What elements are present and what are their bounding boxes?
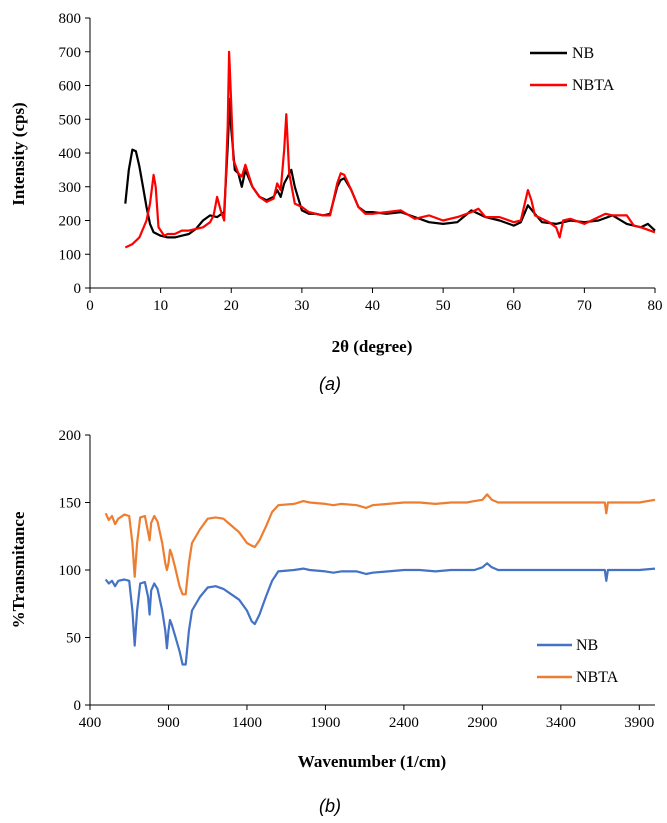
ftir-x-tick-label: 2400: [389, 715, 419, 731]
xrd-axes: 0 100 200 300 400 500 600 700 800 0 10 20 30 40 50 60 70…: [59, 11, 663, 314]
xrd-y-axis-title: Intensity (cps): [9, 102, 28, 205]
ftir-legend: NB NBTA: [537, 637, 619, 686]
xrd-y-tick-label: 0: [74, 281, 82, 297]
xrd-x-axis-title: 2θ (degree): [332, 337, 413, 356]
xrd-y-tick-label: 200: [59, 214, 82, 230]
xrd-x-tick-label: 0: [86, 298, 94, 314]
xrd-y-tick-label: 100: [59, 247, 82, 263]
ftir-x-tick-label: 1900: [310, 715, 340, 731]
xrd-y-tick-label: 500: [59, 112, 82, 128]
xrd-panel-caption: (a): [319, 374, 341, 394]
xrd-y-tick-label: 700: [59, 45, 82, 61]
ftir-series-line-nbta: [104, 493, 656, 596]
xrd-series-layer: [124, 50, 656, 249]
xrd-series-line-nbta: [124, 50, 656, 249]
ftir-x-tick-label: 3400: [546, 715, 576, 731]
xrd-y-tick-label: 600: [59, 79, 82, 95]
ftir-series-line-nb: [104, 562, 656, 666]
ftir-x-tick-label: 900: [157, 715, 180, 731]
xrd-x-tick-label: 80: [648, 298, 663, 314]
xrd-x-tick-label: 50: [436, 298, 451, 314]
ftir-y-tick-label: 100: [59, 563, 82, 579]
ftir-legend-label-nbta: NBTA: [576, 669, 619, 686]
xrd-x-tick-label: 10: [153, 298, 168, 314]
xrd-x-tick-label: 70: [577, 298, 592, 314]
xrd-x-tick-label: 20: [224, 298, 239, 314]
ftir-x-axis-title: Wavenumber (1/cm): [298, 752, 446, 771]
ftir-legend-label-nb: NB: [576, 637, 598, 654]
ftir-y-tick-label: 150: [59, 496, 82, 512]
ftir-x-tick-label: 400: [79, 715, 102, 731]
xrd-chart: 0 100 200 300 400 500 600 700 800 0 10 20 30 40 50 60 70…: [9, 11, 663, 394]
xrd-legend: NB NBTA: [530, 45, 615, 94]
xrd-legend-label-nbta: NBTA: [572, 77, 615, 94]
ftir-series-layer: [104, 493, 656, 666]
ftir-chart: 0 50 100 150 200 400 900 1400 1900 2400 2900 3400 39…: [9, 428, 656, 816]
ftir-y-tick-label: 200: [59, 428, 82, 444]
ftir-y-axis-title: %Transmitance: [9, 511, 28, 628]
ftir-x-tick-label: 3900: [624, 715, 654, 731]
ftir-x-tick-label: 1400: [232, 715, 262, 731]
xrd-x-tick-label: 60: [506, 298, 521, 314]
xrd-y-tick-label: 400: [59, 146, 82, 162]
xrd-x-tick-label: 40: [365, 298, 380, 314]
ftir-panel-caption: (b): [319, 796, 341, 816]
xrd-x-tick-label: 30: [294, 298, 309, 314]
ftir-axes: 0 50 100 150 200 400 900 1400 1900 2400 2900 3400 39…: [59, 428, 655, 731]
ftir-x-tick-label: 2900: [467, 715, 497, 731]
xrd-legend-label-nb: NB: [572, 45, 594, 62]
ftir-y-tick-label: 50: [66, 631, 81, 647]
ftir-y-tick-label: 0: [74, 698, 82, 714]
xrd-y-tick-label: 300: [59, 180, 82, 196]
xrd-y-tick-label: 800: [59, 11, 82, 27]
xrd-series-line-nb: [124, 97, 656, 239]
